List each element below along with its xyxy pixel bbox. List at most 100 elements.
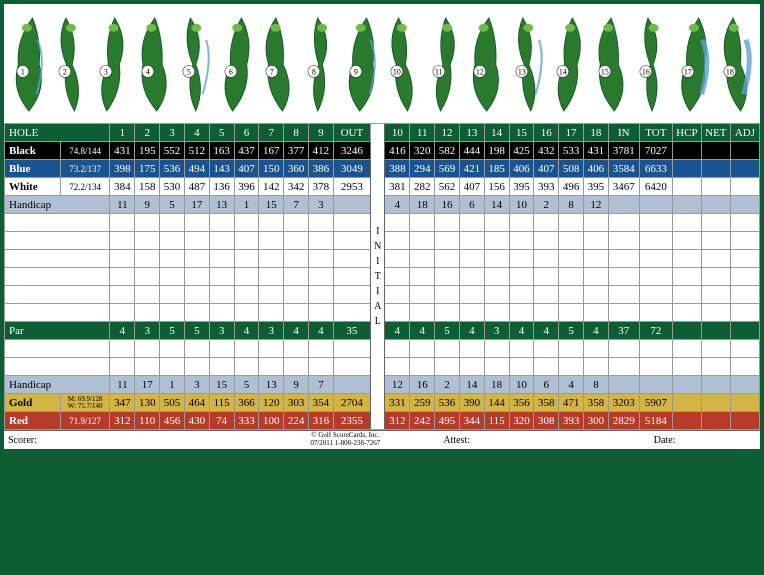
empty-f-m4-1 (135, 286, 160, 304)
svg-text:2: 2 (62, 67, 66, 76)
empty-b-m3-4 (484, 268, 509, 286)
empty-f-m4-2 (160, 286, 185, 304)
hole-graphic-18: 18 (715, 10, 757, 119)
hole-graphic-3: 3 (91, 10, 133, 119)
tee-red-f5: 74 (209, 412, 234, 430)
hole-graphic-15: 15 (590, 10, 632, 119)
tee-blue-f3: 536 (160, 160, 185, 178)
empty-f-m4-9 (333, 286, 370, 304)
empty-f-m0-6 (259, 214, 284, 232)
empty-b-p0-0 (385, 340, 410, 358)
tee-black-f2: 195 (135, 142, 160, 160)
tee-red-b10: 312 (385, 412, 410, 430)
tee-gold-adj (730, 394, 759, 412)
handicap-row-1-x0 (608, 196, 639, 214)
tee-blue-f7: 150 (259, 160, 284, 178)
empty-f-m0-7 (284, 214, 309, 232)
empty-f-m5-0 (110, 304, 135, 322)
empty-f-m3-7 (284, 268, 309, 286)
svg-text:5: 5 (187, 67, 191, 76)
handicap-row-1-b12: 16 (435, 196, 460, 214)
handicap-row-2-b14: 18 (484, 376, 509, 394)
handicap-row-2-f2: 17 (135, 376, 160, 394)
empty-f-p1-8 (308, 358, 333, 376)
tee-black-f7: 167 (259, 142, 284, 160)
empty-label-m4 (5, 286, 110, 304)
tee-gold-f1: 347 (110, 394, 135, 412)
handicap-row-1-f4: 17 (184, 196, 209, 214)
tee-white-f4: 487 (184, 178, 209, 196)
tee-red-in: 2829 (608, 412, 639, 430)
hole-graphic-5: 5 (174, 10, 216, 119)
empty-f-p0-7 (284, 340, 309, 358)
empty-b-m0-5 (509, 214, 534, 232)
empty-f-m5-9 (333, 304, 370, 322)
tee-blue-b13: 421 (459, 160, 484, 178)
empty-b-m1-10 (639, 232, 672, 250)
par-f6: 4 (234, 322, 259, 340)
scorecard-table: HOLE123456789OUTINITIAL10111213141516171… (4, 123, 760, 430)
par-b16: 4 (534, 322, 559, 340)
tee-gold-f2: 130 (135, 394, 160, 412)
tee-red-f4: 430 (184, 412, 209, 430)
header-h2: 2 (135, 124, 160, 142)
tee-black-f3: 552 (160, 142, 185, 160)
empty-f-m4-0 (110, 286, 135, 304)
par-x0 (672, 322, 701, 340)
handicap-row-2-b17: 4 (559, 376, 584, 394)
header-adj: ADJ (730, 124, 759, 142)
empty-f-m5-1 (135, 304, 160, 322)
empty-b-m1-3 (459, 232, 484, 250)
header-net: NET (701, 124, 730, 142)
svg-text:10: 10 (393, 67, 401, 76)
hole-graphic-10: 10 (382, 10, 424, 119)
tee-gold-b11: 259 (410, 394, 435, 412)
empty-b-p0-3 (459, 340, 484, 358)
empty-b-p0-4 (484, 340, 509, 358)
tee-white-label: White (5, 178, 61, 196)
empty-b-m5-0 (385, 304, 410, 322)
empty-label-m2 (5, 250, 110, 268)
tee-red-hcp (672, 412, 701, 430)
empty-b-m5-9 (608, 304, 639, 322)
empty-f-m3-9 (333, 268, 370, 286)
tee-blue-f8: 360 (284, 160, 309, 178)
empty-b-p1-8 (583, 358, 608, 376)
empty-b-m0-10 (639, 214, 672, 232)
empty-f-m2-9 (333, 250, 370, 268)
tee-white-b17: 496 (559, 178, 584, 196)
hole-graphic-6: 6 (216, 10, 258, 119)
hole-graphic-7: 7 (257, 10, 299, 119)
empty-b-p0-8 (583, 340, 608, 358)
empty-b-m1-9 (608, 232, 639, 250)
handicap-row-1-b13: 6 (459, 196, 484, 214)
tee-gold-f4: 464 (184, 394, 209, 412)
handicap-row-2-x1 (639, 376, 672, 394)
tee-white-f2: 158 (135, 178, 160, 196)
empty-f-m4-7 (284, 286, 309, 304)
empty-b-p1-11 (672, 358, 701, 376)
svg-text:11: 11 (435, 67, 443, 76)
handicap-row-1-f5: 13 (209, 196, 234, 214)
svg-text:18: 18 (725, 67, 733, 76)
empty-b-p0-13 (730, 340, 759, 358)
empty-b-m3-1 (410, 268, 435, 286)
svg-text:12: 12 (476, 67, 484, 76)
empty-f-m1-7 (284, 232, 309, 250)
tee-red-net (701, 412, 730, 430)
tee-blue-f6: 407 (234, 160, 259, 178)
empty-f-m5-5 (234, 304, 259, 322)
empty-b-m4-0 (385, 286, 410, 304)
handicap-row-2-x4 (730, 376, 759, 394)
handicap-row-1-f9: 3 (308, 196, 333, 214)
tee-blue-b11: 294 (410, 160, 435, 178)
empty-b-p0-5 (509, 340, 534, 358)
header-h7: 7 (259, 124, 284, 142)
par-b12: 5 (435, 322, 460, 340)
tee-red-b11: 242 (410, 412, 435, 430)
header-tot: TOT (639, 124, 672, 142)
svg-text:8: 8 (312, 67, 316, 76)
handicap-row-2-out (333, 376, 370, 394)
tee-white-f1: 384 (110, 178, 135, 196)
empty-b-p1-13 (730, 358, 759, 376)
